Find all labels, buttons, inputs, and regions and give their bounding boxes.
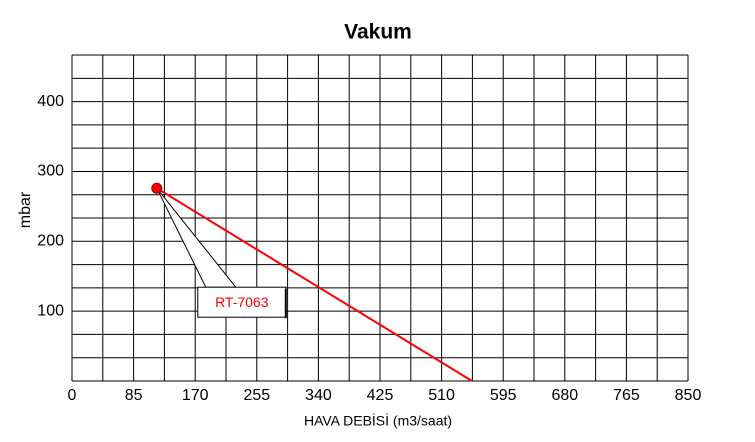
x-tick-label: 425 xyxy=(367,387,394,404)
y-tick-label: 100 xyxy=(37,302,64,319)
x-tick-label: 510 xyxy=(428,387,455,404)
y-tick-label: 300 xyxy=(37,163,64,180)
annotation-box xyxy=(197,286,287,318)
y-tick-label: 200 xyxy=(37,233,64,250)
y-tick-label: 400 xyxy=(37,93,64,110)
x-tick-label: 255 xyxy=(243,387,270,404)
x-tick-label: 680 xyxy=(551,387,578,404)
x-tick-label: 850 xyxy=(675,387,702,404)
chart-title: Vakum xyxy=(344,21,412,44)
x-tick-label: 170 xyxy=(182,387,209,404)
x-axis-label: HAVA DEBİSİ (m3/saat) xyxy=(304,412,452,429)
x-tick-label: 85 xyxy=(125,387,143,404)
point xyxy=(151,182,163,194)
line xyxy=(156,187,473,382)
callout xyxy=(156,187,237,288)
x-tick-label: 0 xyxy=(68,387,77,404)
annotation: RT-7063 xyxy=(215,294,269,310)
x-tick-label: 340 xyxy=(305,387,332,404)
x-tick-label: 765 xyxy=(613,387,640,404)
x-tick-label: 595 xyxy=(490,387,517,404)
y-axis-label: mbar xyxy=(17,191,34,228)
